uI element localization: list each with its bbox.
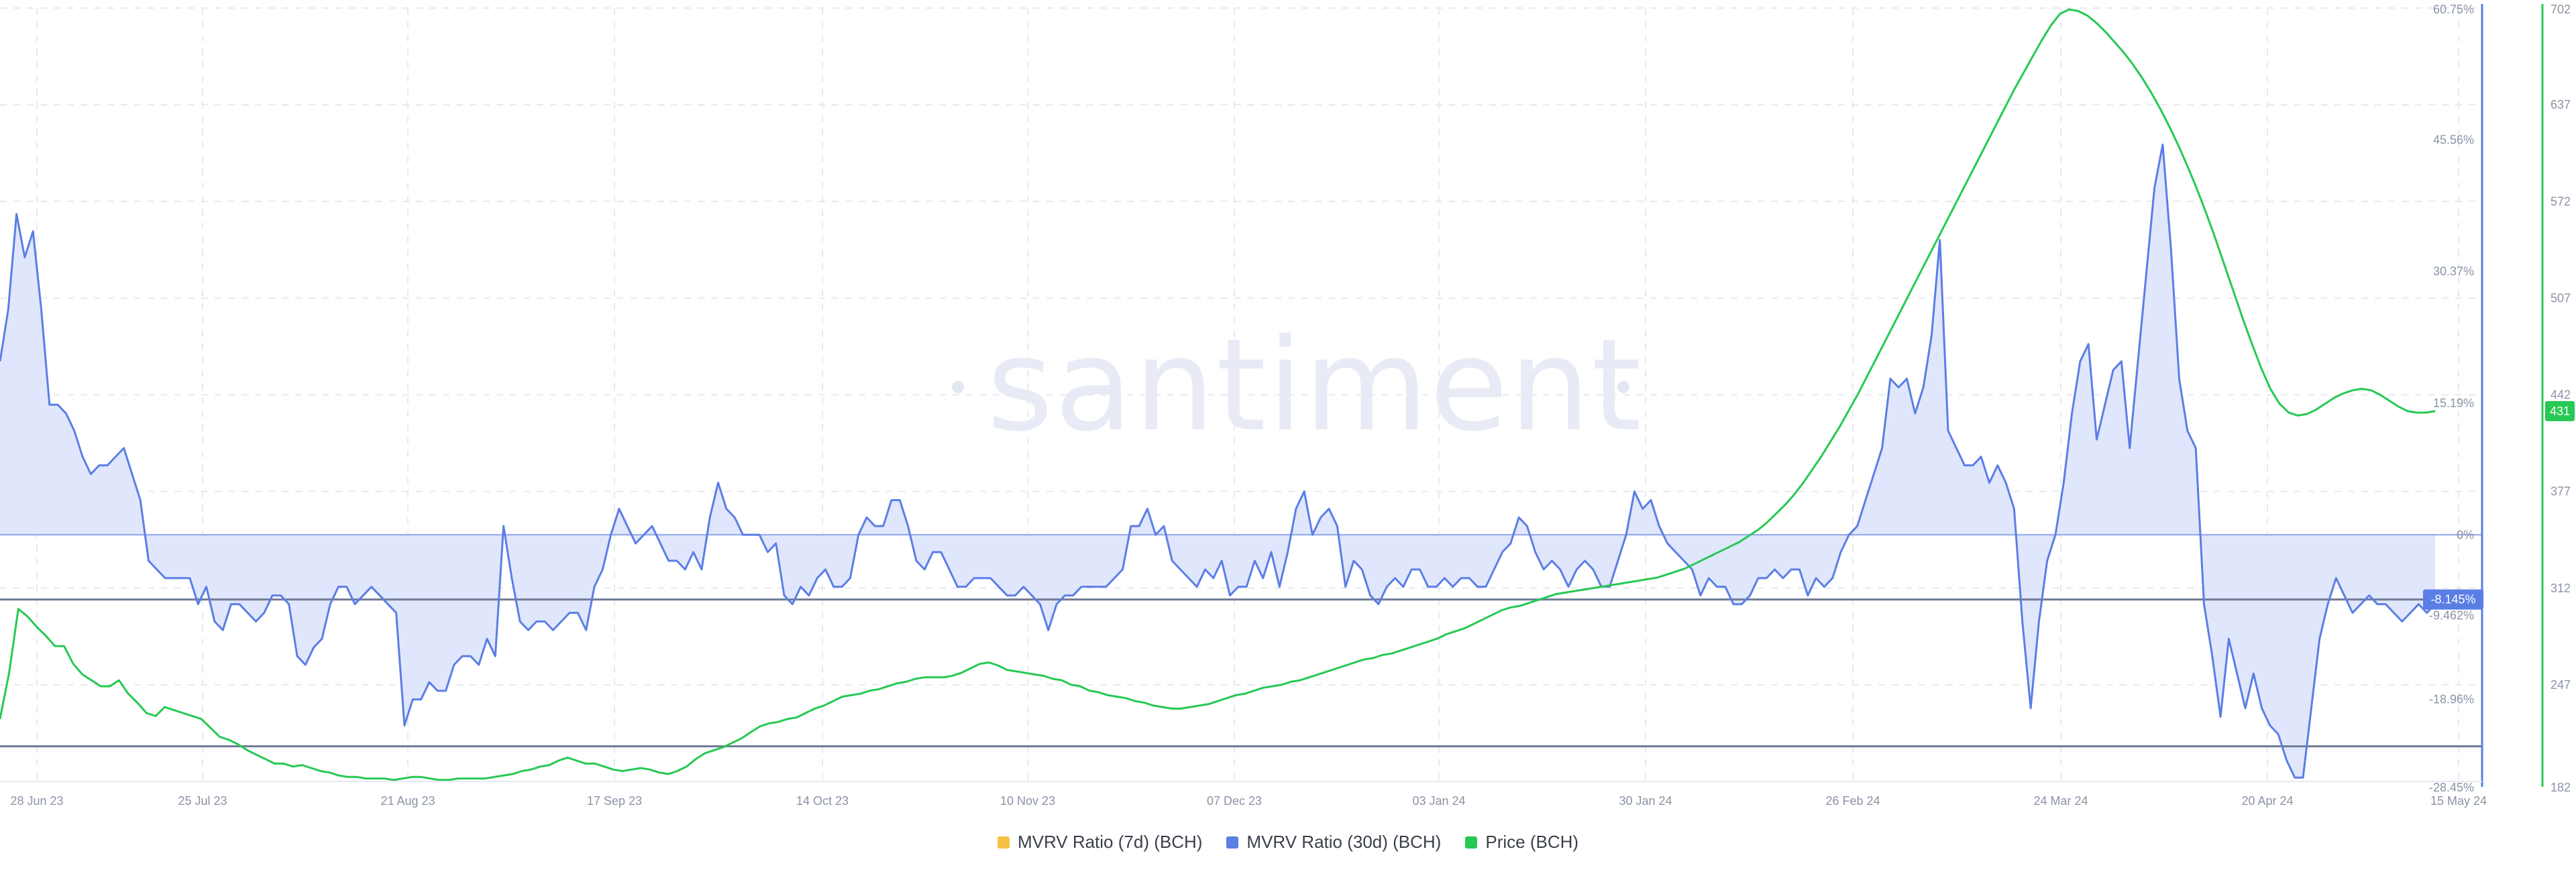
legend-label-mvrv-7d: MVRV Ratio (7d) (BCH) xyxy=(1017,832,1203,852)
watermark-text: santiment xyxy=(987,311,1643,459)
price-tick-label: 572 xyxy=(2551,195,2571,208)
x-tick-label: 30 Jan 24 xyxy=(1619,794,1672,808)
x-tick-label: 07 Dec 23 xyxy=(1207,794,1262,808)
price-tick-label: 442 xyxy=(2551,388,2571,402)
watermark-dot-right xyxy=(1617,381,1629,393)
mvrv-tick-label: 0% xyxy=(2457,528,2474,541)
x-tick-label: 17 Sep 23 xyxy=(587,794,642,808)
x-tick-label: 21 Aug 23 xyxy=(380,794,435,808)
price-tick-label: 312 xyxy=(2551,582,2571,595)
mvrv-30d-area xyxy=(0,144,2482,778)
x-tick-label: 15 May 24 xyxy=(2430,794,2487,808)
legend-item-mvrv-30d[interactable]: MVRV Ratio (30d) (BCH) xyxy=(1226,832,1441,853)
price-tick-label: 377 xyxy=(2551,485,2571,498)
mvrv-tick-label: 60.75% xyxy=(2433,3,2474,16)
legend-swatch-price xyxy=(1465,836,1478,849)
mvrv-tick-label: 30.37% xyxy=(2433,265,2474,278)
price-tick-label: 182 xyxy=(2551,781,2571,794)
x-axis-ticks: 28 Jun 23 25 Jul 23 21 Aug 23 17 Sep 23 14 O… xyxy=(10,794,2487,808)
legend-swatch-mvrv-30d xyxy=(1226,836,1239,849)
mvrv-current-badge-text: -8.145% xyxy=(2430,593,2475,606)
x-tick-label: 26 Feb 24 xyxy=(1825,794,1880,808)
reference-lines xyxy=(0,598,2482,748)
price-current-badge xyxy=(2545,400,2575,421)
price-current-badge-text: 431 xyxy=(2550,404,2570,418)
price-tick-label: 702 xyxy=(2551,3,2571,16)
value-badges: -8.145% 431 xyxy=(2423,400,2575,610)
x-tick-label: 28 Jun 23 xyxy=(10,794,63,808)
price-axis-ticks: 702 637 572 507 442 377 312 247 182 xyxy=(2551,3,2571,794)
price-line xyxy=(0,8,2436,781)
price-tick-label: 247 xyxy=(2551,678,2571,692)
mvrv-tick-label: -28.45% xyxy=(2429,781,2474,794)
x-tick-label: 03 Jan 24 xyxy=(1412,794,1465,808)
axes xyxy=(0,4,2544,787)
price-tick-label: 507 xyxy=(2551,291,2571,305)
x-tick-label: 20 Apr 24 xyxy=(2241,794,2293,808)
legend-label-price: Price (BCH) xyxy=(1485,832,1579,852)
x-tick-label: 14 Oct 23 xyxy=(796,794,849,808)
price-tick-label: 637 xyxy=(2551,98,2571,111)
x-tick-label: 10 Nov 23 xyxy=(1000,794,1055,808)
legend: MVRV Ratio (7d) (BCH) MVRV Ratio (30d) (… xyxy=(0,832,2576,853)
legend-swatch-mvrv-7d xyxy=(997,836,1010,849)
mvrv-30d-line xyxy=(0,144,2436,779)
mvrv-tick-label: 15.19% xyxy=(2433,396,2474,410)
mvrv-tick-label: 45.56% xyxy=(2433,133,2474,146)
x-tick-label: 25 Jul 23 xyxy=(178,794,227,808)
mvrv-axis-ticks: 60.75% 45.56% 30.37% 15.19% 0% -18.96% -28.45%… xyxy=(2429,3,2474,794)
mvrv-30d-area-fill xyxy=(0,144,2435,778)
mvrv-tick-label: -18.96% xyxy=(2429,692,2474,706)
legend-item-mvrv-7d[interactable]: MVRV Ratio (7d) (BCH) xyxy=(997,832,1203,853)
watermark-dot-left xyxy=(952,381,964,393)
series-lines xyxy=(0,8,2436,781)
legend-item-price[interactable]: Price (BCH) xyxy=(1465,832,1578,853)
mvrv-current-badge xyxy=(2423,589,2483,610)
mvrv-hidden-label: -9.462% xyxy=(2429,609,2474,622)
x-tick-label: 24 Mar 24 xyxy=(2033,794,2088,808)
legend-label-mvrv-30d: MVRV Ratio (30d) (BCH) xyxy=(1246,832,1442,852)
